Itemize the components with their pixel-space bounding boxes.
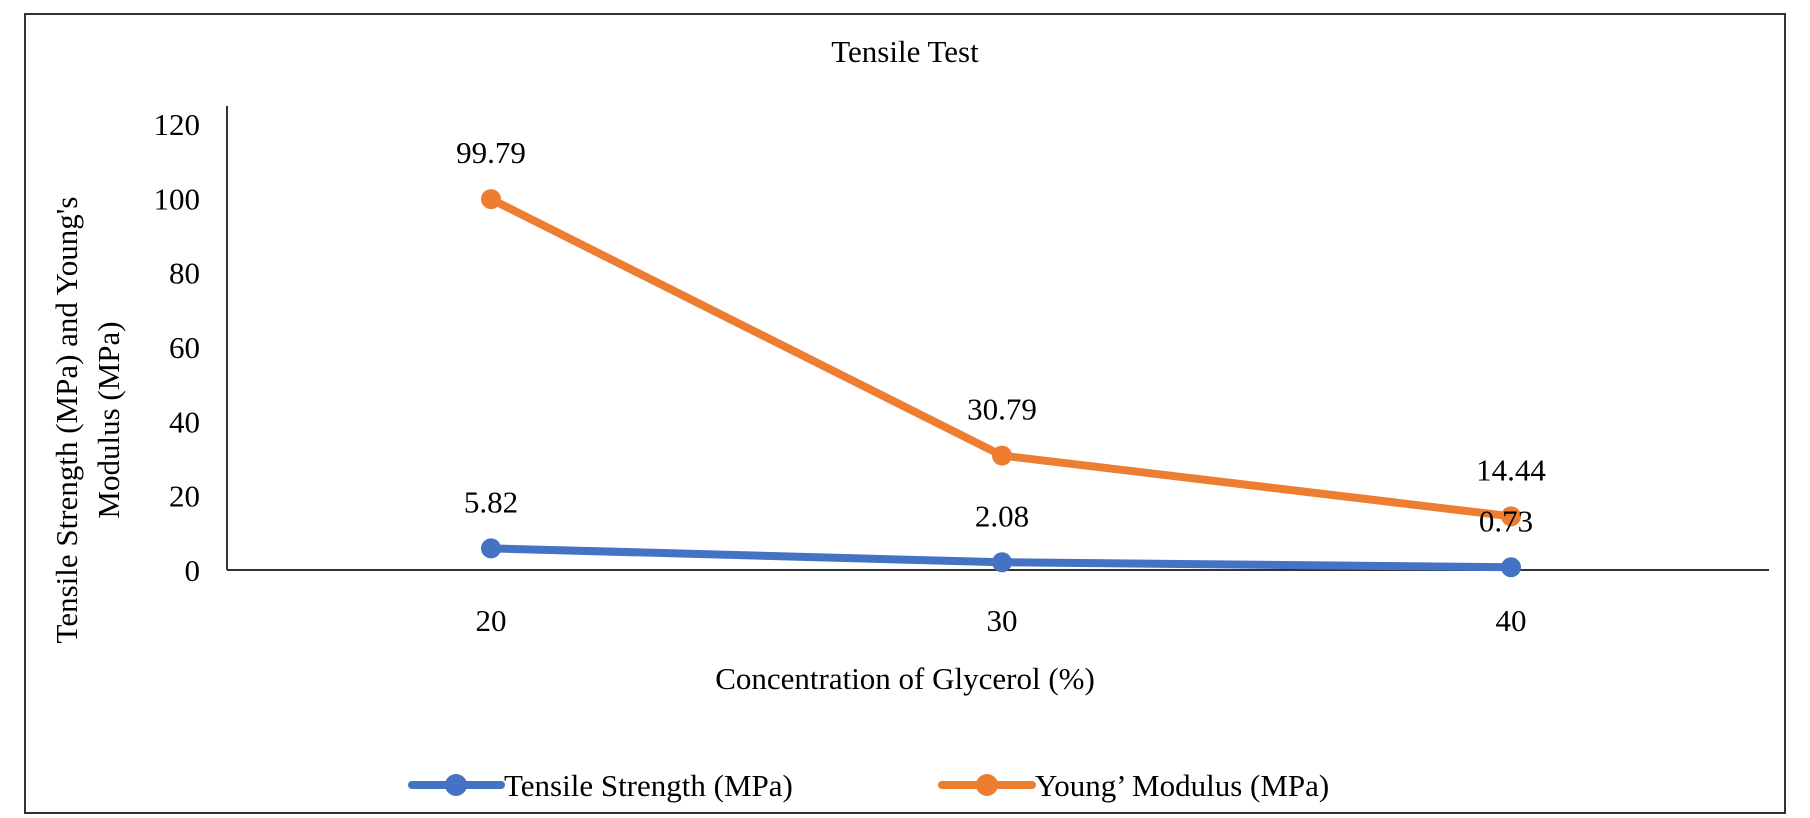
x-tick-label: 20 [476,603,507,638]
chart-title: Tensile Test [831,34,979,69]
x-axis-title: Concentration of Glycerol (%) [715,661,1095,696]
data-point-tensile-strength [481,538,501,559]
data-point-youngs-modulus [1501,506,1521,527]
y-tick-label: 80 [169,256,200,291]
data-point-youngs-modulus [992,445,1012,466]
y-axis-title-line-1: Tensile Strength (MPa) and Young's [49,197,84,644]
data-label-youngs-modulus: 14.44 [1476,452,1546,487]
data-label-tensile-strength: 5.82 [464,484,518,519]
legend-item-youngs-modulus: Young’ Modulus (MPa) [938,768,1329,803]
data-label-tensile-strength: 0.73 [1479,503,1533,538]
y-tick-label: 100 [154,181,201,216]
legend-marker-tensile-strength [445,774,467,796]
y-tick-label: 20 [169,479,200,514]
data-point-tensile-strength [992,552,1012,573]
x-tick-label: 40 [1496,603,1527,638]
y-axis-title-line-2: Modulus (MPa) [91,321,126,518]
legend-label-youngs-modulus: Young’ Modulus (MPa) [1035,768,1329,803]
legend: Tensile Strength (MPa) Young’ Modulus (M… [408,768,1329,803]
chart-frame [24,13,1786,814]
data-point-youngs-modulus [481,189,501,210]
legend-marker-youngs-modulus [976,774,998,796]
y-tick-label: 0 [185,553,201,588]
y-tick-label: 120 [154,107,201,142]
data-label-youngs-modulus: 30.79 [967,392,1037,427]
y-tick-label: 40 [169,404,200,439]
data-point-tensile-strength [1501,557,1521,578]
data-label-tensile-strength: 2.08 [975,498,1029,533]
x-tick-label: 30 [987,603,1018,638]
legend-label-tensile-strength: Tensile Strength (MPa) [504,768,793,803]
data-label-youngs-modulus: 99.79 [456,135,526,170]
y-tick-label: 60 [169,330,200,365]
legend-item-tensile-strength: Tensile Strength (MPa) [408,768,793,803]
